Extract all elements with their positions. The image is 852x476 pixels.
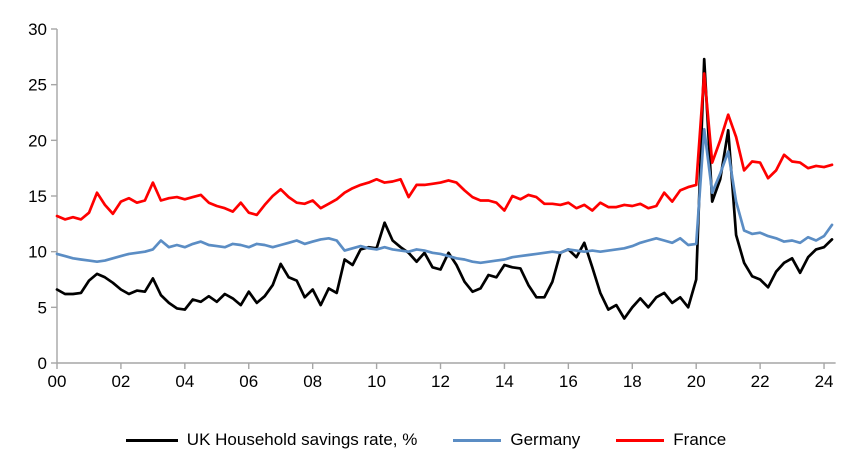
legend-label-germany: Germany bbox=[510, 430, 581, 449]
france-line-swatch bbox=[616, 438, 665, 442]
svg-text:16: 16 bbox=[559, 372, 578, 391]
svg-text:08: 08 bbox=[303, 372, 322, 391]
svg-text:10: 10 bbox=[28, 243, 47, 262]
legend-item-germany: Germany bbox=[453, 430, 580, 450]
svg-text:12: 12 bbox=[431, 372, 450, 391]
svg-text:02: 02 bbox=[111, 372, 130, 391]
svg-text:14: 14 bbox=[495, 372, 514, 391]
svg-text:0: 0 bbox=[38, 354, 47, 373]
svg-text:10: 10 bbox=[367, 372, 386, 391]
svg-text:22: 22 bbox=[751, 372, 770, 391]
germany-line-swatch bbox=[453, 438, 502, 442]
svg-text:06: 06 bbox=[239, 372, 258, 391]
chart-legend: UK Household savings rate, % Germany Fra… bbox=[0, 430, 852, 450]
svg-text:30: 30 bbox=[28, 20, 47, 39]
svg-text:18: 18 bbox=[623, 372, 642, 391]
legend-item-france: France bbox=[616, 430, 726, 450]
svg-text:00: 00 bbox=[48, 372, 67, 391]
svg-text:20: 20 bbox=[28, 131, 47, 150]
svg-text:5: 5 bbox=[38, 298, 47, 317]
legend-label-france: France bbox=[673, 430, 727, 449]
uk-line-swatch bbox=[125, 438, 178, 442]
svg-text:04: 04 bbox=[175, 372, 194, 391]
svg-text:24: 24 bbox=[815, 372, 834, 391]
legend-label-uk: UK Household savings rate, % bbox=[186, 430, 418, 449]
svg-text:25: 25 bbox=[28, 76, 47, 95]
svg-text:15: 15 bbox=[28, 187, 47, 206]
legend-item-uk: UK Household savings rate, % bbox=[125, 430, 418, 450]
svg-text:20: 20 bbox=[687, 372, 706, 391]
